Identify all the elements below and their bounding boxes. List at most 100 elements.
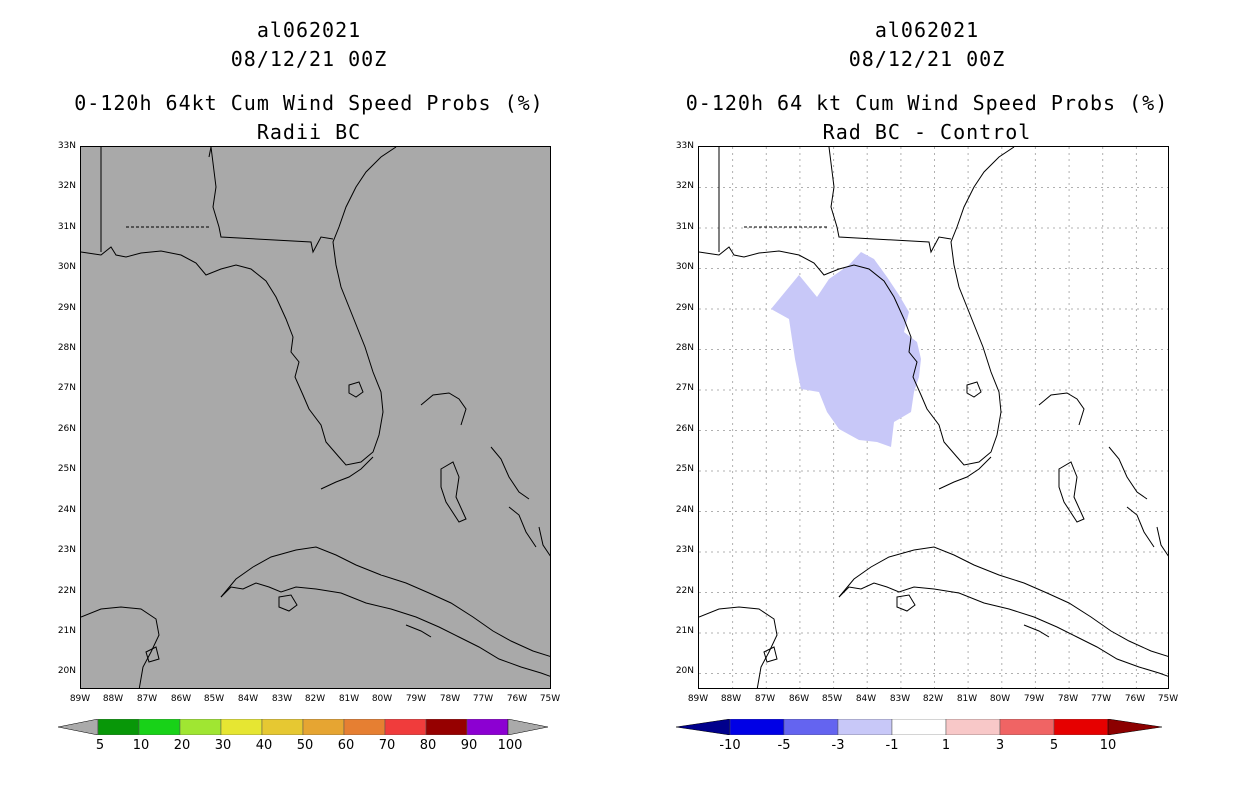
left-cbar-label-10: 10 bbox=[132, 738, 150, 753]
right-lon-79: 79W bbox=[1023, 694, 1045, 704]
right-lon-76: 76W bbox=[1124, 694, 1146, 704]
right-colorbar bbox=[676, 719, 1172, 735]
left-lon-81: 81W bbox=[338, 694, 360, 704]
left-lon-89: 89W bbox=[69, 694, 91, 704]
left-lat-29: 29N bbox=[57, 303, 76, 313]
right-lon-87: 87W bbox=[754, 694, 776, 704]
left-lon-83: 83W bbox=[271, 694, 293, 704]
left-lon-85: 85W bbox=[203, 694, 225, 704]
left-lon-84: 84W bbox=[237, 694, 259, 704]
right-lat-22: 22N bbox=[675, 586, 694, 596]
right-lat-31: 31N bbox=[675, 222, 694, 232]
left-cbar-label-60: 60 bbox=[337, 738, 355, 753]
right-colorbar-swatch-5 bbox=[945, 719, 1001, 735]
right-lon-86: 86W bbox=[788, 694, 810, 704]
left-lat-33: 33N bbox=[57, 141, 76, 151]
right-colorbar-swatch-8 bbox=[1107, 719, 1163, 735]
right-lon-89: 89W bbox=[687, 694, 709, 704]
left-colorbar-swatch-5 bbox=[261, 719, 304, 735]
left-lon-78: 78W bbox=[439, 694, 461, 704]
left-colorbar-swatch-7 bbox=[343, 719, 386, 735]
right-lat-26: 26N bbox=[675, 424, 694, 434]
right-cbar-label-5: 5 bbox=[1049, 738, 1059, 753]
right-lon-81: 81W bbox=[956, 694, 978, 704]
right-subtitle: Rad BC - Control bbox=[822, 120, 1032, 144]
right-colorbar-swatch-7 bbox=[1053, 719, 1109, 735]
right-lat-20: 20N bbox=[675, 666, 694, 676]
right-colorbar-swatches bbox=[676, 719, 1163, 735]
left-cbar-label-20: 20 bbox=[173, 738, 191, 753]
right-lon-84: 84W bbox=[855, 694, 877, 704]
right-cbar-label-10: 10 bbox=[1099, 738, 1117, 753]
left-lon-77: 77W bbox=[472, 694, 494, 704]
right-cbar-label-neg1: -1 bbox=[885, 738, 899, 753]
right-lat-29: 29N bbox=[675, 303, 694, 313]
left-cbar-label-40: 40 bbox=[255, 738, 273, 753]
right-cbar-label-3: 3 bbox=[995, 738, 1005, 753]
left-cbar-label-5: 5 bbox=[95, 738, 105, 753]
left-lon-87: 87W bbox=[136, 694, 158, 704]
left-colorbar-swatch-10 bbox=[466, 719, 509, 735]
left-lon-86: 86W bbox=[170, 694, 192, 704]
right-cbar-label-1: 1 bbox=[941, 738, 951, 753]
right-map-coastlines bbox=[699, 147, 1168, 688]
left-colorbar-swatch-6 bbox=[302, 719, 345, 735]
left-cbar-label-100: 100 bbox=[497, 738, 523, 753]
left-map bbox=[80, 146, 551, 689]
left-subtitle: Radii BC bbox=[256, 120, 362, 144]
left-storm-id: al062021 bbox=[256, 18, 362, 42]
left-lat-28: 28N bbox=[57, 343, 76, 353]
left-lon-79: 79W bbox=[405, 694, 427, 704]
left-colorbar-swatch-8 bbox=[384, 719, 427, 735]
right-lat-25: 25N bbox=[675, 464, 694, 474]
left-lat-32: 32N bbox=[57, 181, 76, 191]
left-colorbar-swatch-4 bbox=[220, 719, 263, 735]
right-panel: al062021 08/12/21 00Z 0-120h 64 kt Cum W… bbox=[618, 0, 1236, 800]
left-cbar-label-30: 30 bbox=[214, 738, 232, 753]
right-cbar-label-neg10: -10 bbox=[719, 738, 741, 753]
right-lon-78: 78W bbox=[1057, 694, 1079, 704]
right-lat-21: 21N bbox=[675, 626, 694, 636]
right-colorbar-swatch-4 bbox=[891, 719, 947, 735]
left-colorbar-swatch-9 bbox=[425, 719, 468, 735]
right-lon-80: 80W bbox=[989, 694, 1011, 704]
right-map bbox=[698, 146, 1169, 689]
left-colorbar-swatch-0 bbox=[58, 719, 99, 735]
left-lat-30: 30N bbox=[57, 262, 76, 272]
left-lat-24: 24N bbox=[57, 505, 76, 515]
left-product-title: 0-120h 64kt Cum Wind Speed Probs (%) bbox=[74, 91, 544, 115]
left-colorbar-swatch-11 bbox=[507, 719, 549, 735]
probability-anomaly-region bbox=[771, 252, 921, 447]
right-lon-77: 77W bbox=[1090, 694, 1112, 704]
left-panel: al062021 08/12/21 00Z 0-120h 64kt Cum Wi… bbox=[57, 18, 560, 753]
right-lon-83: 83W bbox=[889, 694, 911, 704]
left-colorbar-swatch-1 bbox=[97, 719, 140, 735]
left-colorbar-swatch-2 bbox=[138, 719, 181, 735]
left-lat-23: 23N bbox=[57, 545, 76, 555]
right-lon-88: 88W bbox=[720, 694, 742, 704]
right-storm-id: al062021 bbox=[874, 18, 980, 42]
left-cbar-label-50: 50 bbox=[296, 738, 314, 753]
right-lat-27: 27N bbox=[675, 383, 694, 393]
left-map-coastlines bbox=[81, 147, 550, 688]
left-cbar-label-90: 90 bbox=[460, 738, 478, 753]
left-lon-82: 82W bbox=[304, 694, 326, 704]
left-cbar-label-80: 80 bbox=[419, 738, 437, 753]
right-lat-30: 30N bbox=[675, 262, 694, 272]
right-cbar-label-neg5: -5 bbox=[777, 738, 791, 753]
right-cbar-label-neg3: -3 bbox=[831, 738, 845, 753]
left-lon-88: 88W bbox=[102, 694, 124, 704]
right-lat-23: 23N bbox=[675, 545, 694, 555]
left-lat-27: 27N bbox=[57, 383, 76, 393]
left-colorbar-swatch-3 bbox=[179, 719, 222, 735]
left-lat-21: 21N bbox=[57, 626, 76, 636]
right-date: 08/12/21 00Z bbox=[848, 47, 1006, 71]
right-lon-82: 82W bbox=[922, 694, 944, 704]
right-colorbar-swatch-1 bbox=[729, 719, 785, 735]
right-colorbar-swatch-0 bbox=[676, 719, 731, 735]
right-lat-28: 28N bbox=[675, 343, 694, 353]
left-lat-20: 20N bbox=[57, 666, 76, 676]
left-lon-80: 80W bbox=[371, 694, 393, 704]
right-colorbar-swatch-3 bbox=[837, 719, 893, 735]
left-lon-76: 76W bbox=[506, 694, 528, 704]
